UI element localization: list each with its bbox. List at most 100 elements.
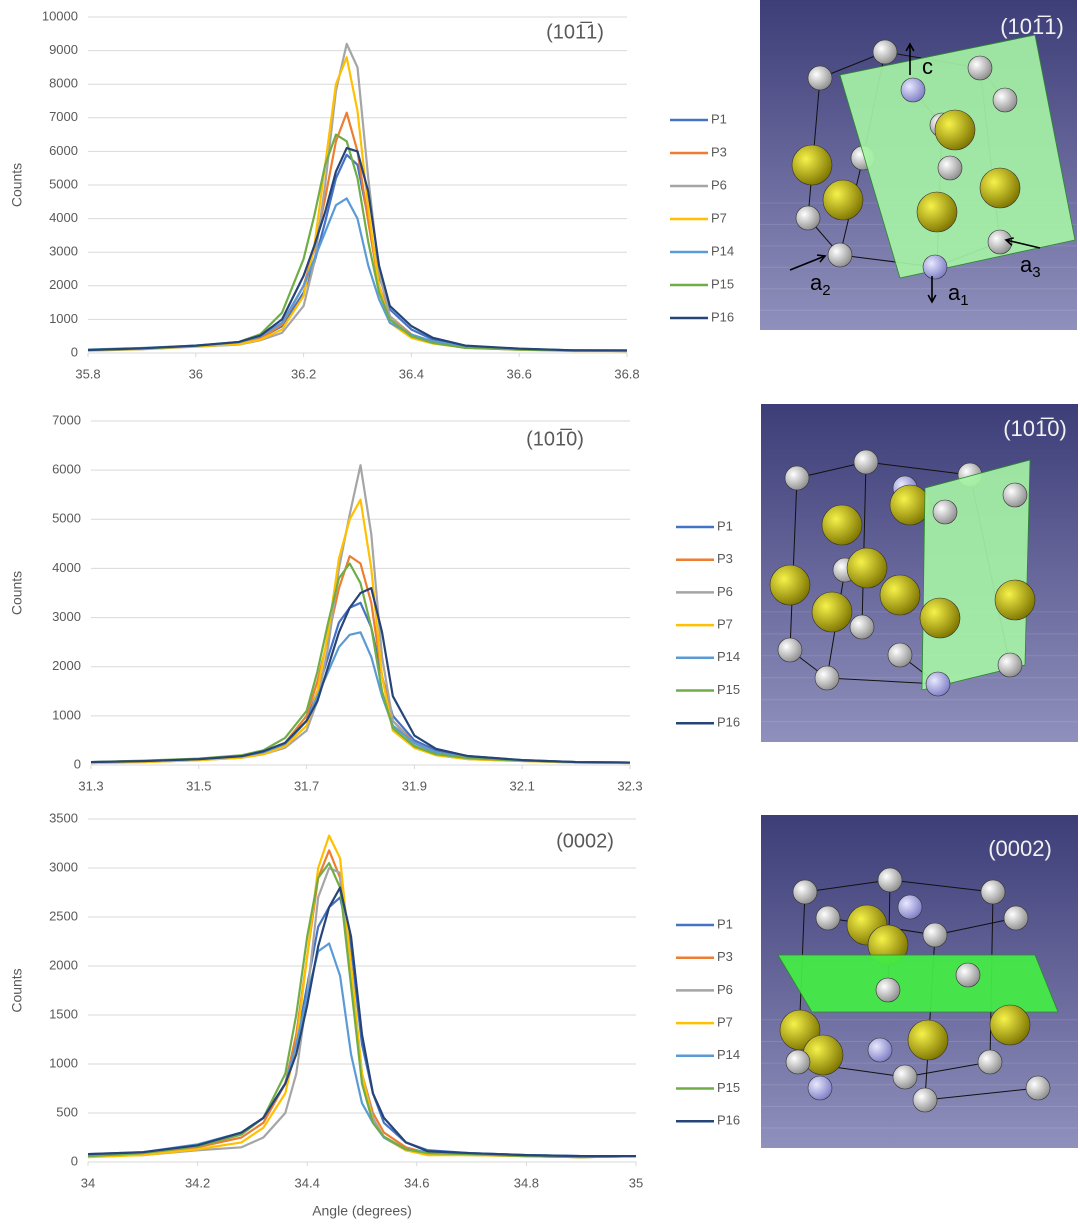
atom	[785, 466, 809, 490]
atom	[933, 500, 957, 524]
atom	[880, 575, 920, 615]
structure-panel: (101̅0)	[761, 404, 1078, 742]
x-tick-label: 31.9	[402, 778, 427, 793]
legend-label: P1	[717, 916, 733, 931]
structure-background	[761, 404, 1078, 742]
series-line	[88, 836, 636, 1157]
plane-label: (0002)	[988, 836, 1052, 861]
atom	[923, 255, 947, 279]
legend-label: P14	[711, 243, 734, 258]
x-tick-label: 34.4	[295, 1175, 320, 1190]
atom	[926, 672, 950, 696]
annotation: (101̅1)	[546, 20, 604, 43]
x-tick-label: 35.8	[75, 366, 100, 381]
atom	[923, 923, 947, 947]
x-tick-label: 31.3	[78, 778, 103, 793]
x-tick-label: 34	[81, 1175, 95, 1190]
series-line	[88, 113, 627, 351]
atom	[778, 638, 802, 662]
axis-letter: a	[810, 270, 823, 295]
plane-label: (101̅0)	[1003, 416, 1067, 441]
x-tick-label: 35	[629, 1175, 643, 1190]
y-tick-label: 10000	[42, 8, 78, 23]
atom	[990, 1005, 1030, 1045]
axis-letter: a	[948, 280, 961, 305]
series-line	[88, 943, 636, 1156]
atom	[815, 666, 839, 690]
y-tick-label: 3000	[49, 859, 78, 874]
y-tick-label: 0	[71, 344, 78, 359]
series-line	[88, 888, 636, 1157]
atom	[968, 56, 992, 80]
atom	[854, 450, 878, 474]
atom	[823, 180, 863, 220]
y-tick-label: 9000	[49, 42, 78, 57]
atom	[816, 906, 840, 930]
atom	[938, 156, 962, 180]
series-line	[91, 632, 630, 762]
atom	[792, 145, 832, 185]
atom	[981, 880, 1005, 904]
structure-panel: (0002)	[761, 815, 1078, 1148]
series-line	[91, 603, 630, 763]
atom	[908, 1020, 948, 1060]
y-tick-label: 2000	[49, 277, 78, 292]
x-tick-label: 36.8	[614, 366, 639, 381]
x-tick-label: 36.6	[507, 366, 532, 381]
legend-label: P3	[711, 144, 727, 159]
legend-label: P16	[711, 309, 734, 324]
y-tick-label: 0	[71, 1153, 78, 1168]
x-tick-label: 34.8	[514, 1175, 539, 1190]
y-tick-label: 3000	[52, 609, 81, 624]
series-line	[91, 588, 630, 762]
axis-subscript: 3	[1032, 264, 1040, 281]
atom	[803, 1035, 843, 1075]
atom	[808, 66, 832, 90]
series-line	[88, 850, 636, 1157]
atom	[978, 1050, 1002, 1074]
y-tick-label: 8000	[49, 76, 78, 91]
y-tick-label: 4000	[49, 210, 78, 225]
atom	[898, 895, 922, 919]
legend-label: P14	[717, 649, 740, 664]
legend-label: P15	[717, 682, 740, 697]
annotation: (101̅0)	[526, 427, 584, 450]
atom	[822, 505, 862, 545]
atom	[917, 192, 957, 232]
x-tick-label: 32.3	[617, 778, 642, 793]
x-tick-label: 34.6	[404, 1175, 429, 1190]
atom	[1003, 483, 1027, 507]
legend-label: P15	[717, 1080, 740, 1095]
x-tick-label: 31.7	[294, 778, 319, 793]
atom	[901, 78, 925, 102]
y-tick-label: 3000	[49, 244, 78, 259]
atom	[796, 206, 820, 230]
atom	[980, 168, 1020, 208]
atom	[1026, 1076, 1050, 1100]
atom	[920, 598, 960, 638]
atom	[993, 88, 1017, 112]
legend-label: P6	[711, 177, 727, 192]
axis-subscript: 2	[822, 282, 830, 299]
atom	[878, 868, 902, 892]
y-tick-label: 2000	[49, 957, 78, 972]
series-line	[88, 44, 627, 351]
atom	[998, 653, 1022, 677]
legend-label: P6	[717, 982, 733, 997]
series-line	[88, 198, 627, 350]
legend-label: P3	[717, 949, 733, 964]
atom	[995, 580, 1035, 620]
y-tick-label: 7000	[52, 412, 81, 427]
x-tick-label: 31.5	[186, 778, 211, 793]
legend-label: P7	[711, 210, 727, 225]
y-tick-label: 3500	[49, 810, 78, 825]
y-axis-label: Counts	[9, 163, 25, 207]
legend-label: P7	[717, 617, 733, 632]
atom	[812, 592, 852, 632]
atom	[847, 548, 887, 588]
x-axis-label: Angle (degrees)	[312, 1203, 412, 1219]
axis-label: c	[922, 54, 933, 79]
legend-label: P16	[717, 715, 740, 730]
y-tick-label: 2000	[52, 658, 81, 673]
y-tick-label: 6000	[52, 462, 81, 477]
